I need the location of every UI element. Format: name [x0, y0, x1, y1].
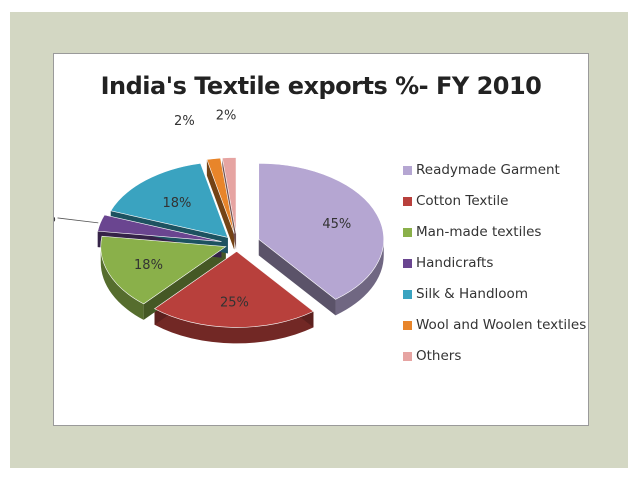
- legend-swatch: [403, 228, 412, 237]
- pie-slice-3: [100, 235, 227, 305]
- legend-label: Others: [416, 348, 462, 364]
- pie-slice-side-2: [154, 308, 314, 344]
- legend-label: Readymade Garment: [416, 162, 560, 178]
- legend-label: Man-made textiles: [416, 224, 542, 240]
- legend-label: Cotton Textile: [416, 193, 509, 209]
- pie-slice-6: [206, 157, 235, 234]
- chart-title: India's Textile exports %- FY 2010: [100, 72, 542, 100]
- data-label-2: 25%: [220, 296, 249, 311]
- data-label-4: 4%: [54, 211, 56, 226]
- legend-label: Handicrafts: [416, 255, 494, 271]
- leader-line-4: [57, 217, 99, 224]
- legend-swatch: [403, 166, 412, 175]
- legend-label: Silk & Handloom: [416, 286, 528, 302]
- chart-card: India's Textile exports %- FY 2010 45% 25…: [53, 53, 589, 426]
- pie-slice-5: [110, 162, 229, 238]
- legend-swatch: [403, 321, 412, 330]
- legend-swatch: [403, 290, 412, 299]
- pie-slice-7: [221, 157, 237, 234]
- data-label-1: 45%: [322, 217, 351, 232]
- pie-slice-side-3: [100, 246, 144, 320]
- pie-slice-wall-6: [206, 159, 235, 250]
- pie-slice-4: [97, 214, 222, 242]
- pie-slice-1: [258, 163, 384, 300]
- pie-slice-2: [154, 251, 315, 328]
- legend-swatch: [403, 259, 412, 268]
- legend-label: Wool and Woolen textiles: [416, 317, 587, 333]
- pie-chart: 45% 25% 18% 4% 18% 2% 2%: [54, 108, 384, 344]
- pie-slice-wall-1: [258, 239, 336, 316]
- legend-swatch: [403, 352, 412, 361]
- legend-swatch: [403, 197, 412, 206]
- data-label-3: 18%: [134, 258, 163, 273]
- data-label-6: 2%: [174, 114, 195, 129]
- data-label-5: 18%: [162, 196, 191, 211]
- pie-slice-side-1: [335, 239, 384, 316]
- pie-slice-wall-3: [143, 246, 226, 320]
- data-label-7: 2%: [216, 108, 237, 123]
